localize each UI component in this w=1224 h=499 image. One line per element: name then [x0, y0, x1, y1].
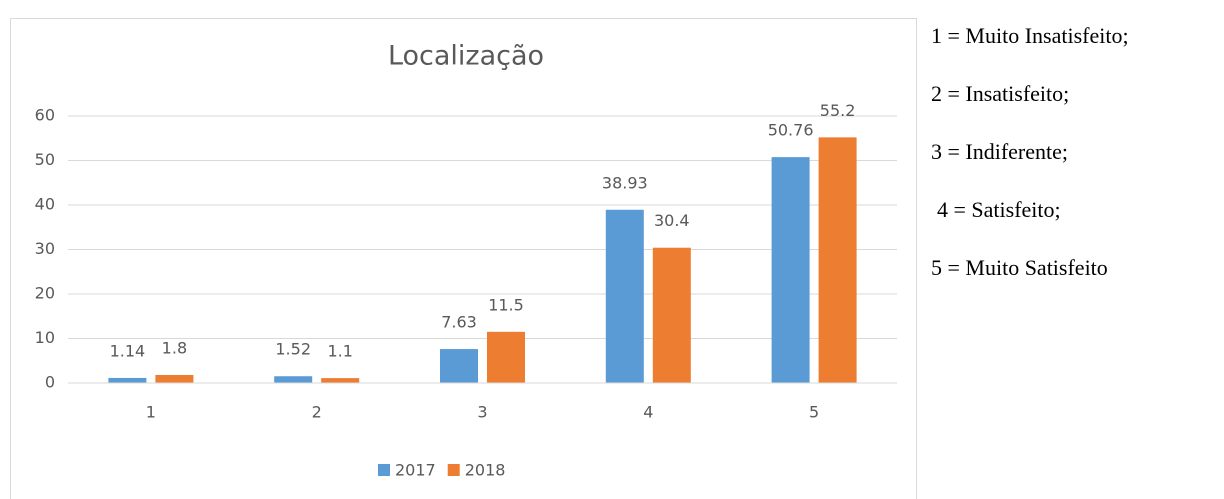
note: 1 = Muito Insatisfeito;: [931, 23, 1129, 48]
data-label: 38.93: [602, 173, 648, 192]
data-label: 50.76: [768, 121, 814, 140]
note: 3 = Indiferente;: [931, 139, 1068, 164]
x-tick-label: 4: [643, 403, 653, 422]
data-label: 7.63: [441, 313, 477, 332]
note: 2 = Insatisfeito;: [931, 81, 1069, 106]
bar: [487, 331, 525, 383]
y-tick-label: 50: [35, 150, 55, 169]
legend-label: 2017: [395, 461, 436, 480]
bar: [440, 349, 478, 383]
data-label: 1.52: [275, 340, 311, 359]
data-label: 1.14: [110, 341, 146, 360]
legend-label: 2018: [465, 461, 506, 480]
bar: [155, 374, 194, 383]
x-tick-label: 3: [477, 403, 487, 422]
data-label: 1.8: [162, 338, 187, 357]
y-tick-label: 10: [35, 328, 55, 347]
y-tick-label: 60: [35, 106, 55, 125]
chart-title: Localização: [388, 41, 544, 72]
bar: [605, 209, 644, 383]
bar: [274, 376, 313, 383]
chart-frame: [10, 18, 917, 499]
note: 4 = Satisfeito;: [937, 197, 1061, 222]
data-label: 30.4: [654, 211, 690, 230]
data-label: 55.2: [820, 101, 856, 120]
x-tick-label: 5: [809, 403, 819, 422]
data-label: 1.1: [327, 342, 352, 361]
x-tick-label: 2: [312, 403, 322, 422]
bar: [108, 377, 147, 383]
bar: [771, 157, 810, 383]
y-tick-label: 40: [35, 195, 55, 214]
y-tick-label: 0: [45, 373, 55, 392]
legend-swatch: [378, 464, 390, 476]
y-tick-label: 20: [35, 284, 55, 303]
bar: [321, 378, 360, 383]
y-tick-label: 30: [35, 239, 55, 258]
note: 5 = Muito Satisfeito: [931, 255, 1108, 280]
legend-swatch: [447, 464, 460, 476]
bar: [818, 137, 857, 383]
bar: [652, 247, 691, 383]
data-label: 11.5: [488, 295, 524, 314]
x-tick-label: 1: [146, 403, 156, 422]
